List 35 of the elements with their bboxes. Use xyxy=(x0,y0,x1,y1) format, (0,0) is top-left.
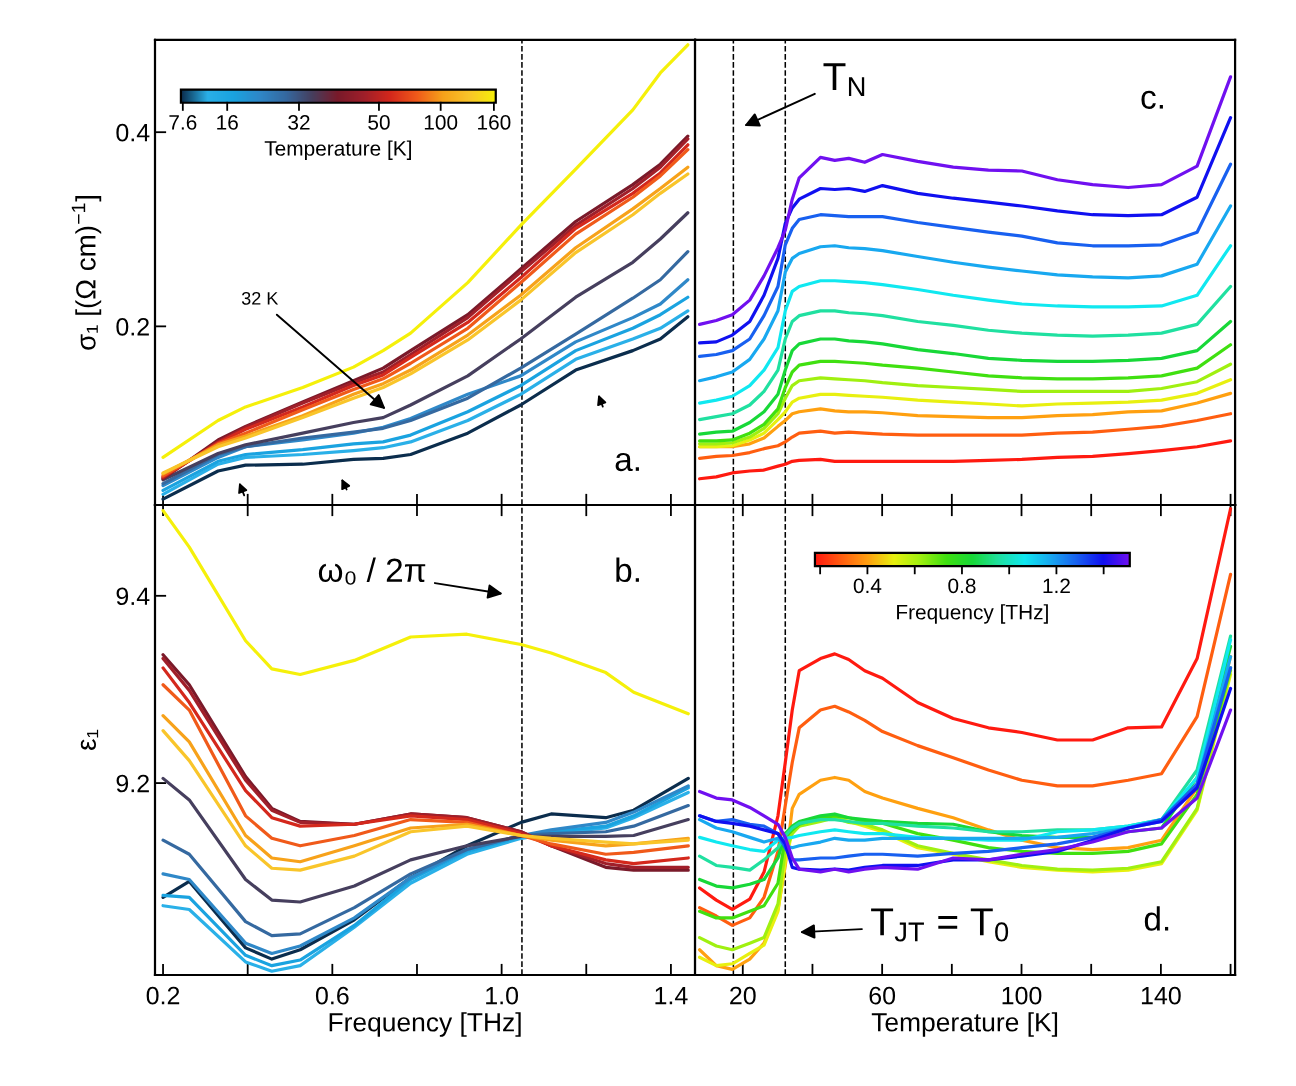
annotation: c. xyxy=(1141,90,1163,109)
y-tick-label: 9.2 xyxy=(116,774,149,793)
annotation: 7.6 xyxy=(169,115,197,130)
y-axis-title: ε₁ xyxy=(80,729,99,750)
x-tick-label: 100 xyxy=(1002,986,1042,1005)
annotation: a. xyxy=(615,452,639,472)
annotation: 0.4 xyxy=(853,578,882,594)
y-tick-label: 9.4 xyxy=(116,587,150,606)
color-bar-title: Frequency [THz] xyxy=(897,604,1048,624)
annotation: ω₀ / 2π xyxy=(318,557,426,585)
x-axis-title: Temperature [K] xyxy=(871,1012,1058,1037)
annotation: 1.2 xyxy=(1043,578,1070,594)
x-tick-label: 0.2 xyxy=(146,986,180,1005)
annotation: 32 xyxy=(288,115,310,130)
x-tick-label: 1.0 xyxy=(486,986,519,1005)
x-axis-title: Frequency [THz] xyxy=(329,1012,521,1037)
annotation: T$_{N}$ xyxy=(823,63,865,97)
x-tick-label: 1.4 xyxy=(655,987,688,1005)
x-tick-label: 60 xyxy=(869,986,896,1005)
y-axis-title: σ₁ [(Ω cm)$^{−1}$] xyxy=(71,196,102,350)
annotation: b. xyxy=(616,557,639,583)
annotation: 0.8 xyxy=(948,578,976,594)
annotation: 50 xyxy=(368,115,390,130)
x-tick-label: 20 xyxy=(730,986,756,1005)
annotation: 160 xyxy=(478,115,511,130)
annotation: 100 xyxy=(424,115,458,130)
annotation: 32 K xyxy=(241,291,279,305)
y-tick-label: 0.4 xyxy=(116,123,150,142)
annotation: T$_{JT}$ = T$_{0}$ xyxy=(871,908,1009,942)
color-bar-title: Temperature [K] xyxy=(264,140,411,160)
y-tick-label: 0.2 xyxy=(116,317,149,336)
x-tick-label: 0.6 xyxy=(315,986,349,1005)
annotation: d. xyxy=(1144,906,1169,931)
x-tick-label: 140 xyxy=(1141,986,1181,1005)
annotation: 16 xyxy=(217,115,238,130)
